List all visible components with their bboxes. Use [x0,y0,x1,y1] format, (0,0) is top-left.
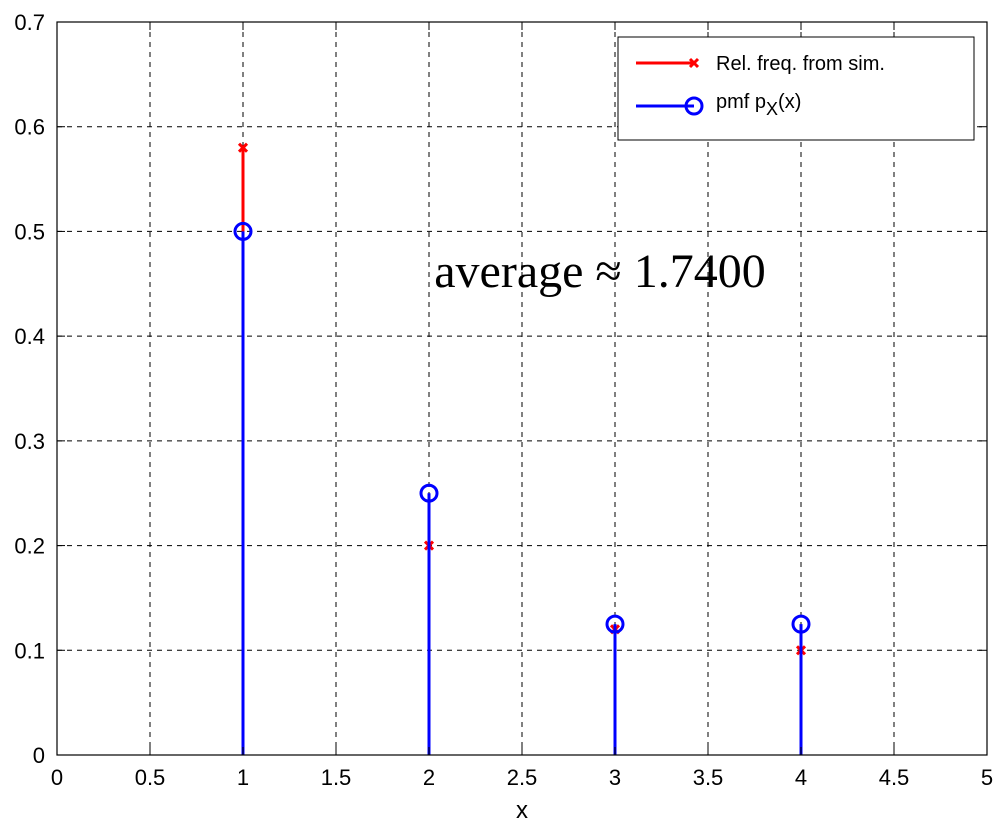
x-tick-label: 4 [795,765,807,790]
legend-box [617,36,975,141]
x-tick-label: 1 [237,765,249,790]
y-tick-label: 0.3 [14,429,45,454]
legend-sample-pmf-marker [684,96,704,116]
y-tick-label: 0.1 [14,638,45,663]
x-tick-label: 3 [609,765,621,790]
x-axis-label: x [516,797,528,824]
x-tick-label: 1.5 [321,765,352,790]
pmf-marker [605,614,625,634]
y-tick-label: 0.5 [14,219,45,244]
x-tick-label: 0 [51,765,63,790]
y-tick-label: 0.4 [14,324,45,349]
legend-label-pmf-tail: (x) [778,91,801,113]
legend-label-pmf-subscript: X [766,99,778,119]
x-tick-label: 3.5 [693,765,724,790]
legend-label-pmf: pmf pX(x) [716,91,801,119]
plot-series [233,142,811,755]
ticks: 0 0.5 1 1.5 2 2.5 3 3.5 4 4.5 5 0 0.1 0.2 0.3 0.4 0.5 0.6… [14,10,993,790]
rel-freq-marker [237,142,249,153]
x-tick-label: 2 [423,765,435,790]
legend: Rel. freq. from sim. pmf pX(x) [617,36,975,141]
y-tick-label: 0 [33,743,45,768]
legend-label-pmf-main: pmf p [716,91,766,113]
x-tick-label: 0.5 [135,765,166,790]
x-tick-label: 2.5 [507,765,538,790]
y-tick-label: 0.2 [14,534,45,559]
legend-label-rel-freq: Rel. freq. from sim. [716,53,885,75]
x-tick-label: 5 [981,765,993,790]
x-tick-label: 4.5 [879,765,910,790]
pmf-marker [233,221,253,241]
pmf-marker [791,614,811,634]
pmf-marker [419,483,439,503]
y-tick-label: 0.7 [14,10,45,35]
y-tick-label: 0.6 [14,115,45,140]
legend-sample-rel-freq-marker [688,57,700,69]
rel-freq-marker-stroke [237,142,249,153]
legend-rel-freq-x [688,57,700,69]
average-annotation: average ≈ 1.7400 [434,245,766,298]
legend-rel-freq-x-stroke [688,57,700,69]
